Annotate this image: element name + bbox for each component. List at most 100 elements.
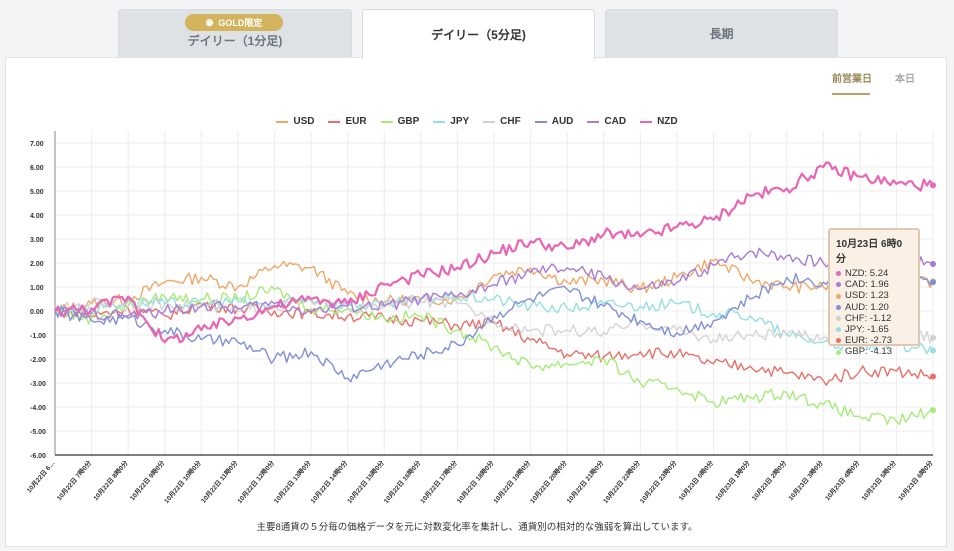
tooltip-dot <box>836 304 841 310</box>
series-line-cad <box>54 247 934 321</box>
tooltip-row-label: CAD: 1.96 <box>845 279 889 291</box>
gold-badge: ◉ GOLD限定 <box>185 14 283 31</box>
tooltip-dot <box>836 282 841 288</box>
x-tick-label: 10月22日 8時0分 <box>91 458 130 502</box>
tooltip-row: NZD: 5.24 <box>836 268 912 279</box>
tab-daily-1min-label: デイリー（1分足) <box>187 34 283 48</box>
x-tick-label: 10月22日 17時0分 <box>418 458 459 505</box>
tab-long-term[interactable]: 長期 <box>605 9 838 57</box>
legend-swatch <box>380 120 393 123</box>
x-tick-label: 10月22日 7時0分 <box>54 458 93 502</box>
legend-swatch <box>328 120 341 123</box>
x-tick-label: 10月22日 15時0分 <box>345 458 386 505</box>
x-tick-label: 10月22日 12時0分 <box>235 458 276 505</box>
legend-label: AUD <box>551 116 574 127</box>
tooltip-row: CAD: 1.96 <box>836 279 912 290</box>
series-end-point-chf <box>930 334 936 341</box>
x-tick-label: 10月23日 5時0分 <box>859 458 898 502</box>
chart-tooltip: 10月23日 6時0分 NZD: 5.24 CAD: 1.96 USD: 1.23 A… <box>828 228 920 357</box>
series-end-point-nzd <box>930 182 936 189</box>
legend-item-cad[interactable]: CAD <box>587 116 626 127</box>
y-tick-label: 3.00 <box>30 237 44 244</box>
tooltip-row-label: USD: 1.23 <box>845 290 889 302</box>
tooltip-dot <box>836 327 841 333</box>
series-end-point-aud <box>930 279 936 286</box>
legend-swatch <box>640 120 653 123</box>
series-end-point-eur <box>930 373 936 380</box>
tab-daily-5min-label: デイリー（5分足) <box>431 28 526 42</box>
y-tick-label: -5.00 <box>30 429 46 436</box>
x-tick-label: 10月22日 14時0分 <box>308 458 349 505</box>
y-tick-label: 5.00 <box>30 189 44 196</box>
y-tick-label: -3.00 <box>30 381 46 388</box>
x-tick-label: 10月23日 6時0分 <box>896 458 935 502</box>
legend-swatch <box>587 120 600 123</box>
tooltip-dot <box>836 349 841 355</box>
tooltip-row: EUR: -2.73 <box>836 335 912 346</box>
x-tick-label: 10月22日 11時0分 <box>199 458 240 505</box>
x-tick-label: 10月22日 23時0分 <box>637 458 678 505</box>
legend-label: JPY <box>450 116 470 127</box>
tooltip-row-label: CHF: -1.12 <box>845 312 892 324</box>
x-tick-label: 10月22日 20時0分 <box>528 458 569 505</box>
legend-item-gbp[interactable]: GBP <box>380 116 420 127</box>
x-tick-label: 10月23日 1時0分 <box>713 458 752 502</box>
y-tick-label: 1.00 <box>30 285 44 292</box>
tooltip-row-label: EUR: -2.73 <box>845 335 892 347</box>
x-tick-label: 10月23日 3時0分 <box>786 458 825 502</box>
x-tick-label: 10月23日 0時0分 <box>676 458 715 502</box>
series-end-point-cad <box>930 260 936 267</box>
legend-item-aud[interactable]: AUD <box>534 116 574 127</box>
legend-label: GBP <box>397 116 420 127</box>
legend-label: CAD <box>604 116 627 127</box>
x-tick-label: 10月23日 2時0分 <box>749 458 788 502</box>
series-line-usd <box>54 258 934 314</box>
y-tick-label: -6.00 <box>30 453 46 460</box>
tooltip-dot <box>836 338 841 344</box>
legend-item-nzd[interactable]: NZD <box>640 116 678 127</box>
legend-item-usd[interactable]: USD <box>276 116 314 127</box>
series-end-point-gbp <box>930 407 936 414</box>
legend-swatch <box>483 120 496 123</box>
tooltip-row: GBP: -4.13 <box>836 346 912 357</box>
legend-item-chf[interactable]: CHF <box>483 116 521 127</box>
tooltip-row-label: AUD: 1.20 <box>845 301 889 313</box>
legend-label: CHF <box>500 116 521 127</box>
gold-badge-label: GOLD限定 <box>218 18 263 28</box>
y-tick-label: -1.00 <box>30 333 46 340</box>
x-tick-label: 10月22日 6… <box>25 459 56 494</box>
legend-label: NZD <box>657 116 678 127</box>
y-tick-label: -4.00 <box>30 405 46 412</box>
tooltip-row: AUD: 1.20 <box>836 302 912 313</box>
y-tick-label: 4.00 <box>30 213 44 220</box>
x-tick-label: 10月22日 9時0分 <box>128 458 167 502</box>
legend-label: USD <box>293 116 315 127</box>
series-line-aud <box>54 272 934 383</box>
legend-item-jpy[interactable]: JPY <box>433 116 469 127</box>
series-end-point-jpy <box>930 347 936 354</box>
x-tick-label: 10月22日 21時0分 <box>564 458 605 505</box>
tooltip-row: USD: 1.23 <box>836 290 912 301</box>
tooltip-dot <box>836 315 841 321</box>
y-tick-label: 0.00 <box>30 309 44 316</box>
subtab-today[interactable]: 本日 <box>895 74 915 85</box>
subtab-active-underline <box>832 93 870 95</box>
y-tick-label: 2.00 <box>30 261 44 268</box>
subtab-previous-day[interactable]: 前営業日 <box>832 74 872 85</box>
x-tick-label: 10月22日 10時0分 <box>162 458 203 505</box>
legend-item-eur[interactable]: EUR <box>328 116 367 127</box>
x-tick-label: 10月22日 16時0分 <box>381 458 422 505</box>
tooltip-dot <box>836 293 841 299</box>
tooltip-dot <box>836 271 841 277</box>
x-tick-label: 10月23日 4時0分 <box>823 458 862 502</box>
chart-legend: USD EUR GBP JPY CHF AUD CAD NZD <box>0 116 954 127</box>
legend-swatch <box>534 120 547 123</box>
tab-daily-5min[interactable]: デイリー（5分足) <box>362 9 595 59</box>
tooltip-title: 10月23日 6時0分 <box>836 239 903 265</box>
chart-footnote: 主要8通貨の５分毎の価格データを元に対数変化率を集計し、通貨別の相対的な強弱を算… <box>256 522 698 533</box>
x-tick-label: 10月22日 18時0分 <box>454 458 495 505</box>
x-tick-label: 10月22日 22時0分 <box>601 458 642 505</box>
y-tick-label: 7.00 <box>30 141 44 148</box>
coin-icon: ◉ <box>205 17 214 27</box>
